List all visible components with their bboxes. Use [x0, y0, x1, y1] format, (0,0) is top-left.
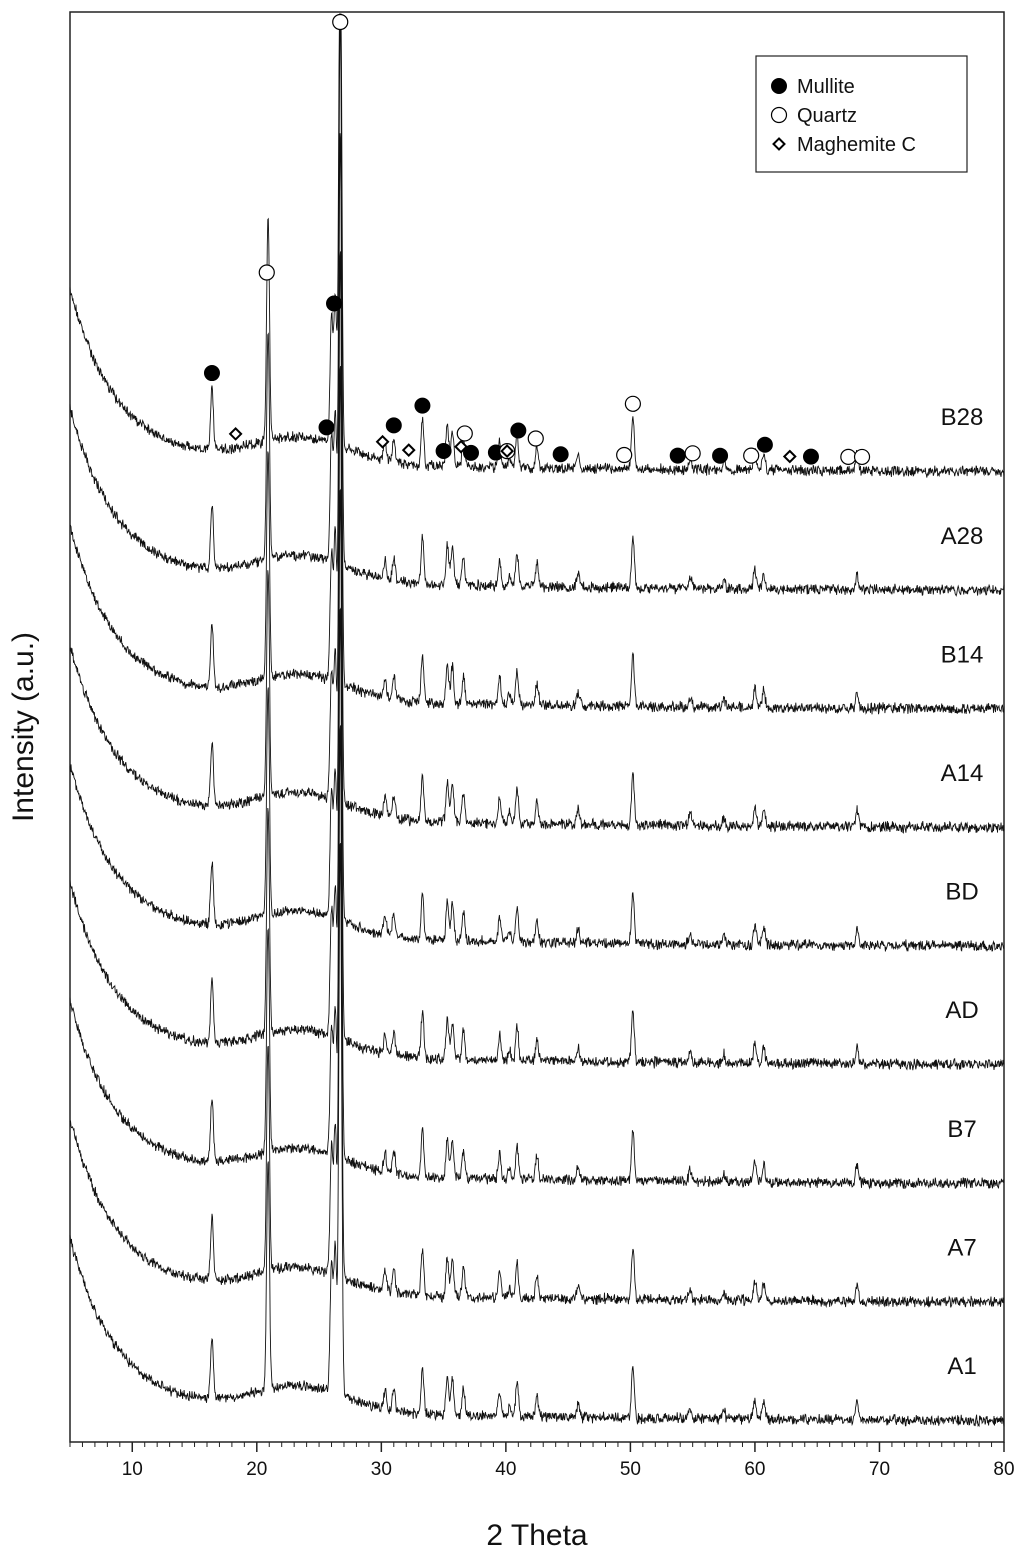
phase-markers [203, 13, 871, 466]
phase-marker-quartz [616, 446, 633, 464]
phase-marker-mullite [756, 436, 773, 453]
series-label-b14: B14 [941, 641, 984, 668]
series-label-b7: B7 [947, 1116, 976, 1143]
x-tick-label: 60 [744, 1459, 765, 1480]
x-tick-label: 10 [122, 1459, 143, 1480]
pattern-a7 [69, 725, 1005, 1308]
phase-marker-quartz [624, 395, 641, 412]
y-axis-title: Intensity (a.u.) [7, 632, 40, 822]
pattern-b28 [69, 13, 1005, 478]
pattern-a14 [69, 251, 1005, 834]
pattern-bd [69, 366, 1005, 952]
phase-marker-maghemite-c [782, 449, 797, 464]
phase-marker-quartz [258, 264, 275, 281]
legend-label-quartz: Quartz [797, 105, 857, 127]
phase-marker-mullite [669, 447, 686, 464]
phase-marker-maghemite-c [500, 444, 515, 459]
series-label-b28: B28 [941, 404, 984, 431]
series-labels: B28 A28 B14 A14 BD AD B7 A7 A1 [941, 404, 984, 1380]
pattern-a28 [69, 13, 1005, 597]
legend-label-mullite: Mullite [797, 76, 855, 98]
legend-label-maghemite-c: Maghemite C [797, 134, 916, 156]
phase-marker-mullite [552, 446, 569, 463]
phase-marker-mullite [203, 365, 220, 382]
series-label-ad: AD [945, 997, 978, 1024]
series-label-a7: A7 [947, 1234, 976, 1261]
phase-marker-mullite [318, 419, 335, 436]
diffraction-patterns [69, 13, 1005, 1428]
legend-marker-mullite [771, 78, 787, 94]
series-label-a28: A28 [941, 523, 984, 550]
x-tick-label: 50 [620, 1459, 641, 1480]
phase-marker-mullite [414, 397, 431, 414]
phase-marker-quartz [743, 447, 760, 464]
phase-marker-mullite [462, 444, 479, 461]
phase-marker-maghemite-c [228, 426, 243, 441]
phase-marker-quartz [332, 13, 349, 31]
x-axis: 10 20 30 40 50 60 70 80 [69, 1442, 1015, 1480]
series-label-a14: A14 [941, 760, 984, 787]
x-tick-label: 30 [371, 1459, 392, 1480]
x-tick-label: 70 [869, 1459, 890, 1480]
series-label-bd: BD [945, 879, 978, 906]
pattern-b14 [69, 133, 1005, 715]
phase-marker-mullite [435, 443, 452, 460]
x-tick-label: 20 [246, 1459, 267, 1480]
legend-box [755, 55, 968, 173]
phase-marker-quartz [527, 430, 544, 447]
legend: Mullite Quartz Maghemite C [755, 55, 968, 173]
legend-marker-maghemite-c [772, 137, 786, 151]
phase-marker-mullite [385, 417, 402, 434]
x-axis-title: 2 Theta [486, 1519, 588, 1552]
pattern-a1 [69, 843, 1005, 1428]
phase-marker-maghemite-c [401, 443, 416, 458]
pattern-ad [69, 488, 1005, 1071]
pattern-b7 [69, 607, 1004, 1190]
series-label-a1: A1 [947, 1353, 976, 1380]
plot-frame [69, 11, 1005, 1443]
phase-marker-quartz [684, 445, 701, 462]
x-tick-label: 80 [993, 1459, 1014, 1480]
phase-marker-quartz [853, 448, 871, 466]
phase-marker-mullite [712, 447, 729, 464]
x-tick-label: 40 [495, 1459, 516, 1480]
phase-marker-maghemite-c [375, 434, 390, 449]
phase-marker-mullite [802, 448, 819, 465]
phase-marker-quartz [456, 425, 473, 442]
phase-marker-quartz [840, 448, 857, 465]
phase-marker-mullite [326, 295, 343, 312]
legend-marker-quartz [770, 106, 788, 124]
phase-marker-mullite [510, 422, 527, 439]
